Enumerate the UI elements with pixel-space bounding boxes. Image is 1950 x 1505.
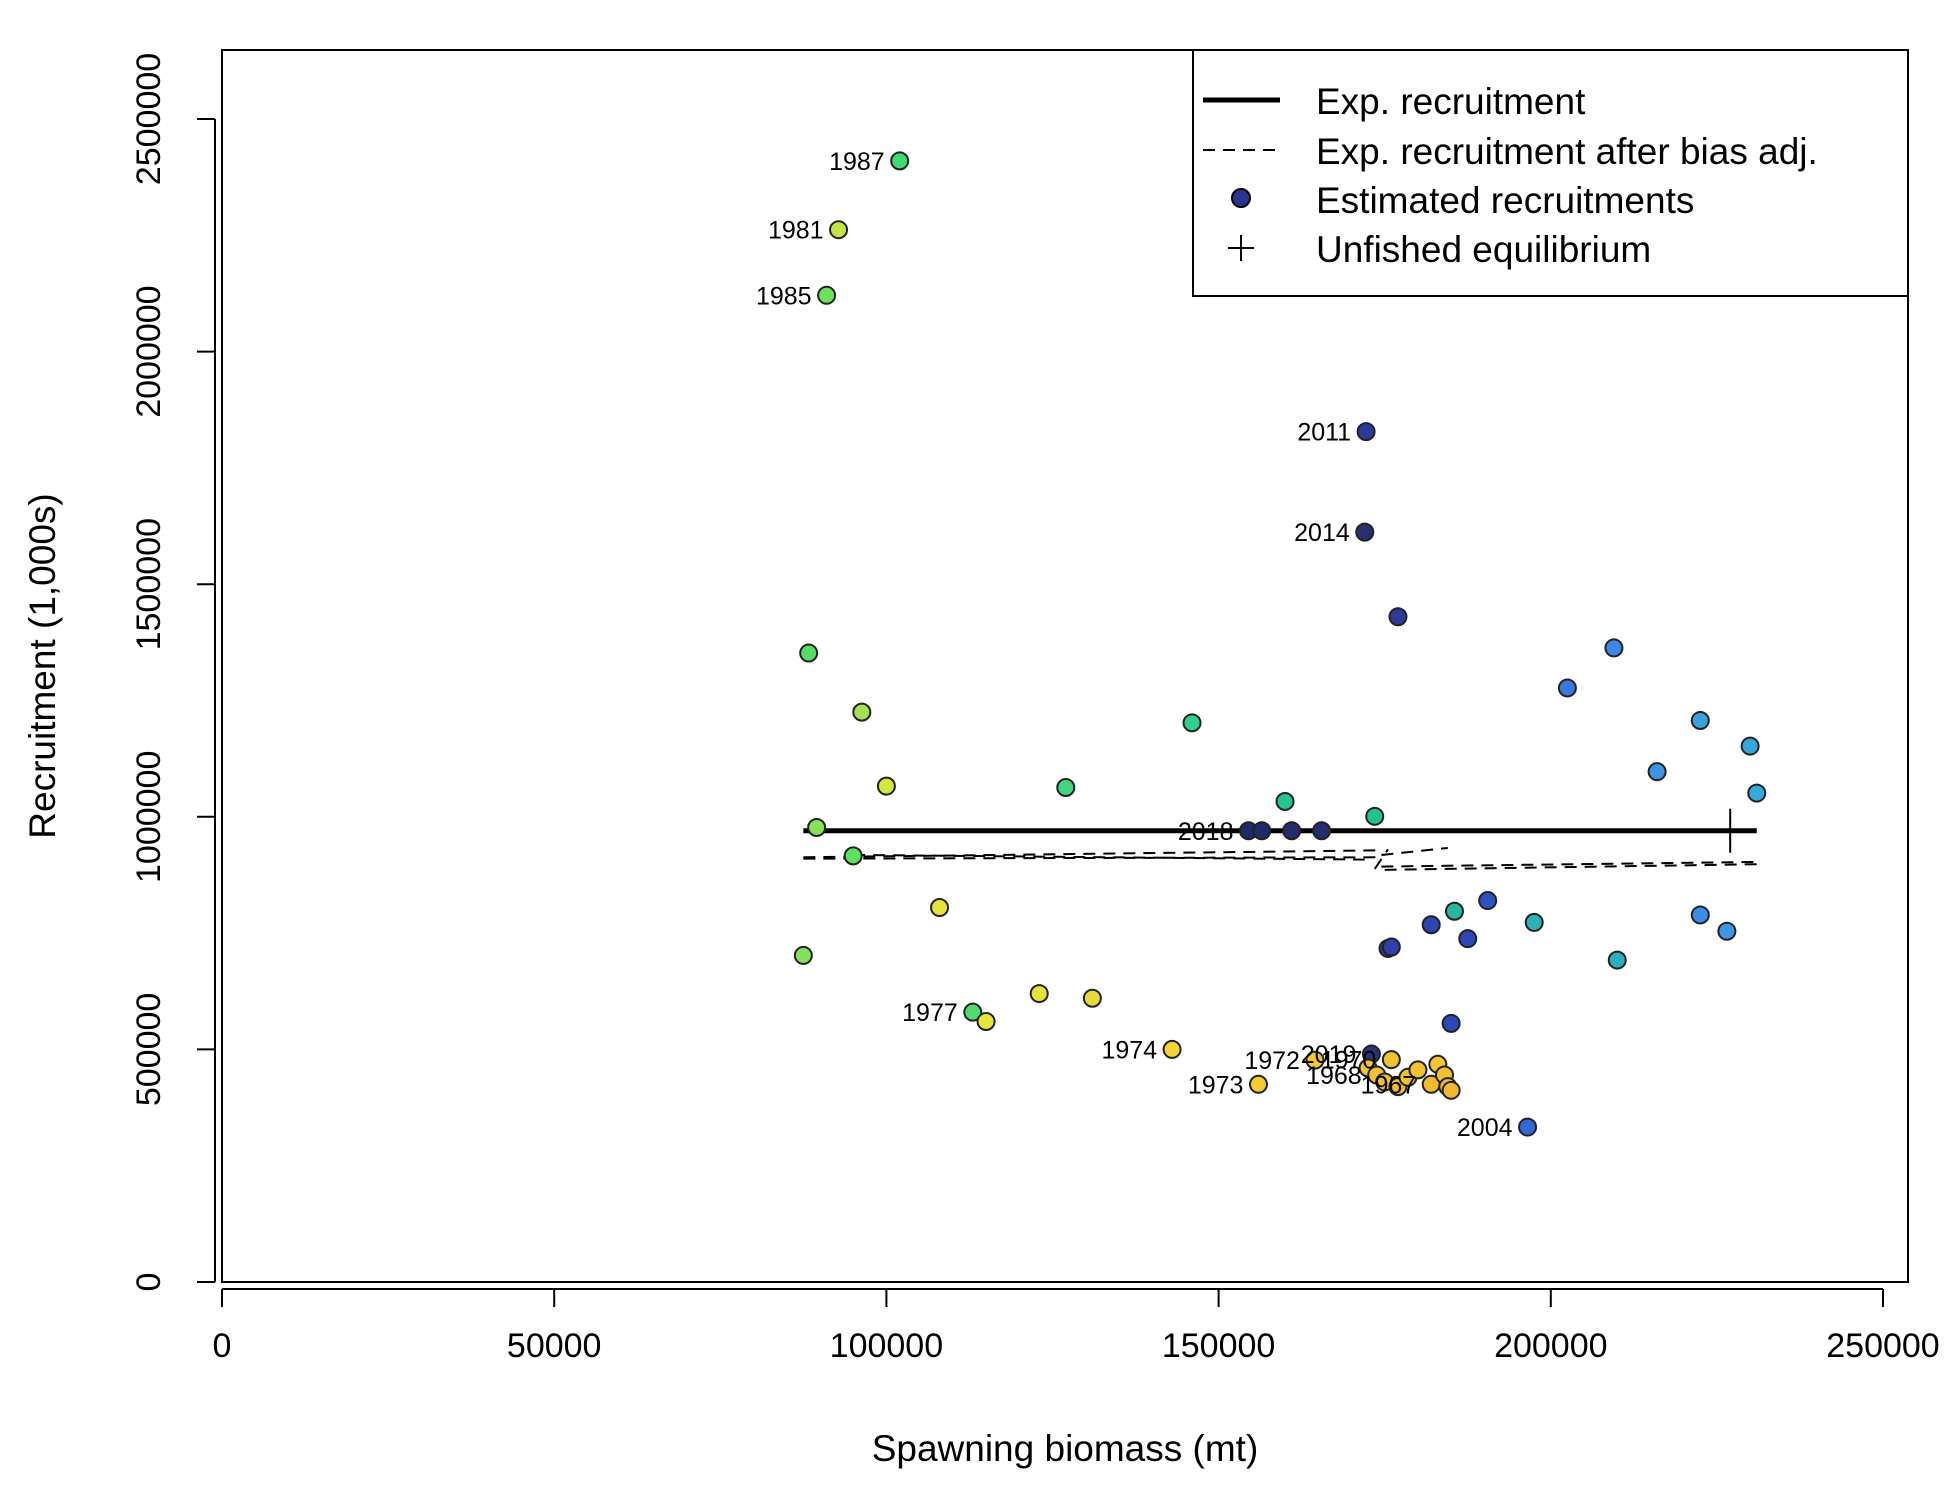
- y-tick-label: 2000000: [130, 285, 168, 417]
- point-year-label: 2019: [1301, 1041, 1357, 1069]
- recruitment-point: [1441, 1080, 1461, 1100]
- recruitment-point: [1607, 950, 1627, 970]
- recruitment-point: [843, 846, 863, 866]
- recruitment-point: [963, 1002, 983, 1022]
- x-tick-label: 100000: [830, 1327, 943, 1365]
- recruitment-point: [1458, 929, 1478, 949]
- recruitment-point: [1312, 821, 1332, 841]
- point-year-label: 1967: [1361, 1071, 1417, 1099]
- point-year-label: 1977: [902, 999, 958, 1027]
- recruitment-point: [976, 1011, 996, 1031]
- recruitment-point: [1162, 1039, 1182, 1059]
- recruitment-point: [1029, 984, 1049, 1004]
- recruitment-point: [852, 702, 872, 722]
- recruitment-point: [1478, 891, 1498, 911]
- x-tick-label: 250000: [1826, 1327, 1939, 1365]
- recruitment-point: [1524, 912, 1544, 932]
- recruitment-point: [1690, 905, 1710, 925]
- y-tick-label: 2500000: [130, 53, 168, 185]
- bias-adj-recruitment-line: [803, 849, 1382, 859]
- point-year-label: 2004: [1457, 1114, 1513, 1142]
- recruitment-point: [1305, 1050, 1325, 1070]
- x-tick-label: 150000: [1162, 1327, 1275, 1365]
- recruitment-point: [799, 643, 819, 663]
- recruitment-point: [1444, 901, 1464, 921]
- recruitment-point: [793, 945, 813, 965]
- legend-label-bias-adj: Exp. recruitment after bias adj.: [1316, 131, 1818, 172]
- bias-adj-recruitment-line: [1384, 863, 1757, 871]
- bias-adj-recruitment-line: [1381, 846, 1448, 856]
- recruitment-point: [1717, 921, 1737, 941]
- recruitment-point: [1388, 607, 1408, 627]
- point-year-label: 1985: [756, 282, 812, 310]
- expected-lines: [803, 808, 1757, 871]
- recruitment-point: [1082, 988, 1102, 1008]
- recruitment-point: [1182, 713, 1202, 733]
- y-tick-label: 500000: [130, 993, 168, 1106]
- x-tick-label: 200000: [1494, 1327, 1607, 1365]
- recruitment-point: [1557, 678, 1577, 698]
- point-year-label: 2014: [1294, 519, 1350, 547]
- point-year-label: 2018: [1178, 818, 1234, 846]
- recruitment-point: [876, 776, 896, 796]
- recruitment-point: [930, 898, 950, 918]
- recruitment-point: [1282, 821, 1302, 841]
- recruitment-point: [1248, 1074, 1268, 1094]
- recruitment-point: [1421, 915, 1441, 935]
- point-year-label: 1973: [1188, 1071, 1244, 1099]
- point-year-label: 1970: [1321, 1047, 1377, 1075]
- recruitment-point: [1252, 821, 1272, 841]
- y-tick-label: 1500000: [130, 518, 168, 650]
- bias-adj-recruitment-line: [1381, 860, 1757, 868]
- legend-label-estimated: Estimated recruitments: [1316, 180, 1694, 221]
- recruitment-point: [829, 220, 849, 240]
- legend-label-unfished: Unfished equilibrium: [1316, 229, 1651, 270]
- point-year-label: 1974: [1101, 1036, 1157, 1064]
- plot-frame: [221, 49, 1909, 1283]
- recruitment-point: [1647, 762, 1667, 782]
- point-labels: 1987 1981 1985 2011 2014 1977 1974 1973 2018 1972…: [756, 148, 1513, 1142]
- legend-box: [1192, 49, 1909, 297]
- recruitment-point: [1518, 1117, 1538, 1137]
- point-year-label: 1968: [1306, 1062, 1362, 1090]
- recruitment-point: [1381, 937, 1401, 957]
- x-tick-label: 0: [213, 1327, 232, 1365]
- recruitment-point: [1441, 1013, 1461, 1033]
- recruitment-point: [1056, 777, 1076, 797]
- axes: 0 50000 100000 150000 200000 2500000500000100…: [130, 53, 1940, 1365]
- x-tick-label: 50000: [507, 1327, 602, 1365]
- data-points: [793, 151, 1767, 1137]
- y-tick-label: 1000000: [130, 751, 168, 883]
- recruitment-point: [1365, 806, 1385, 826]
- point-year-label: 1981: [768, 217, 824, 245]
- bias-adj-recruitment-line: [853, 853, 1365, 861]
- recruitment-point: [1740, 736, 1760, 756]
- recruitment-point: [1747, 783, 1767, 803]
- point-year-label: 1987: [829, 148, 885, 176]
- point-year-label: 1972: [1244, 1047, 1300, 1075]
- bias-adj-recruitment-line: [1373, 848, 1389, 870]
- recruitment-point: [1275, 791, 1295, 811]
- recruitment-point: [817, 285, 837, 305]
- y-tick-label: 0: [130, 1273, 168, 1292]
- y-axis-title: Recruitment (1,000s): [22, 493, 63, 838]
- point-year-label: 2011: [1297, 419, 1351, 447]
- recruitment-point: [1604, 638, 1624, 658]
- bias-adj-recruitment-line: [803, 856, 1382, 860]
- legend: Exp. recruitment Exp. recruitment after …: [1192, 49, 1909, 297]
- recruitment-point: [807, 817, 827, 837]
- recruitment-point: [1408, 1060, 1428, 1080]
- recruitment-point: [1381, 1050, 1401, 1070]
- x-axis-title: Spawning biomass (mt): [872, 1428, 1259, 1469]
- legend-label-exp-recruitment: Exp. recruitment: [1316, 81, 1586, 122]
- recruitment-point: [1355, 522, 1375, 542]
- recruitment-point: [1356, 422, 1376, 442]
- legend-point-icon: [1231, 188, 1251, 208]
- recruitment-point: [890, 151, 910, 171]
- recruitment-point: [1690, 711, 1710, 731]
